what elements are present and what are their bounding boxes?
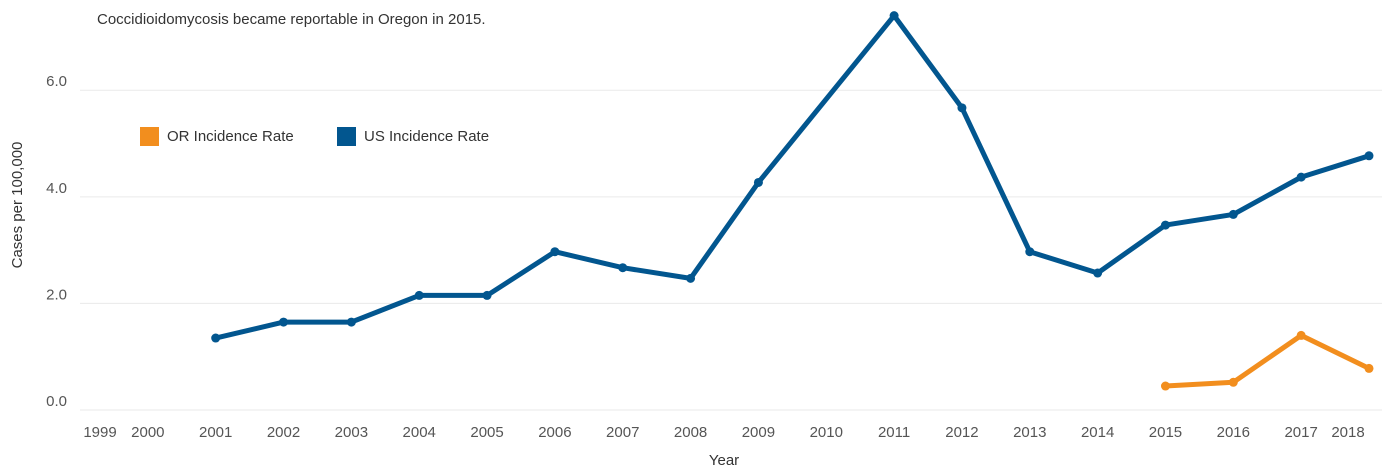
point [211,333,221,343]
legend-label: US Incidence Rate [364,128,489,145]
x-tick-label: 2013 [1013,424,1046,441]
point [957,103,967,113]
point [1364,151,1374,161]
x-tick-label: 2008 [674,424,707,441]
point [889,11,899,21]
x-tick-label: 2004 [403,424,436,441]
legend-swatch [140,127,159,146]
x-tick-label: 2002 [267,424,300,441]
x-axis-label: Year [709,452,739,469]
point [482,290,492,300]
point [618,263,628,273]
point [414,290,424,300]
point [550,247,560,257]
y-tick-label: 4.0 [46,180,67,197]
x-tick-label: 2001 [199,424,232,441]
x-tick-label: 2018 [1331,424,1364,441]
legend-label: OR Incidence Rate [167,128,294,145]
line [215,13,1370,341]
point [686,273,696,283]
x-tick-label: 2009 [742,424,775,441]
x-tick-label: 2000 [131,424,164,441]
line [1165,332,1371,389]
point [1364,363,1374,373]
x-tick-label: 2015 [1149,424,1182,441]
point [1093,268,1103,278]
point [1160,220,1170,230]
point [1160,381,1170,391]
point [279,317,289,327]
legend-swatch [337,127,356,146]
y-axis-label: Cases per 100,000 [9,142,26,269]
x-tick-label: 1999 [83,424,116,441]
x-tick-label: 2011 [878,424,910,441]
point [1296,172,1306,182]
x-tick-label: 2017 [1284,424,1317,441]
x-tick-label: 2005 [470,424,503,441]
point [1228,377,1238,387]
point [346,317,356,327]
x-tick-label: 2007 [606,424,639,441]
annotation: Coccidioidomycosis became reportable in … [97,11,486,28]
y-tick-label: 0.0 [46,393,67,410]
x-tick-label: 2016 [1217,424,1250,441]
point [753,177,763,187]
point [1025,247,1035,257]
point [1296,330,1306,340]
y-tick-label: 6.0 [46,73,67,90]
x-tick-label: 2012 [945,424,978,441]
x-tick-label: 2003 [335,424,368,441]
x-tick-label: 2014 [1081,424,1114,441]
x-tick-label: 2010 [810,424,843,441]
y-tick-label: 2.0 [46,286,67,303]
x-tick-label: 2006 [538,424,571,441]
point [1228,209,1238,219]
